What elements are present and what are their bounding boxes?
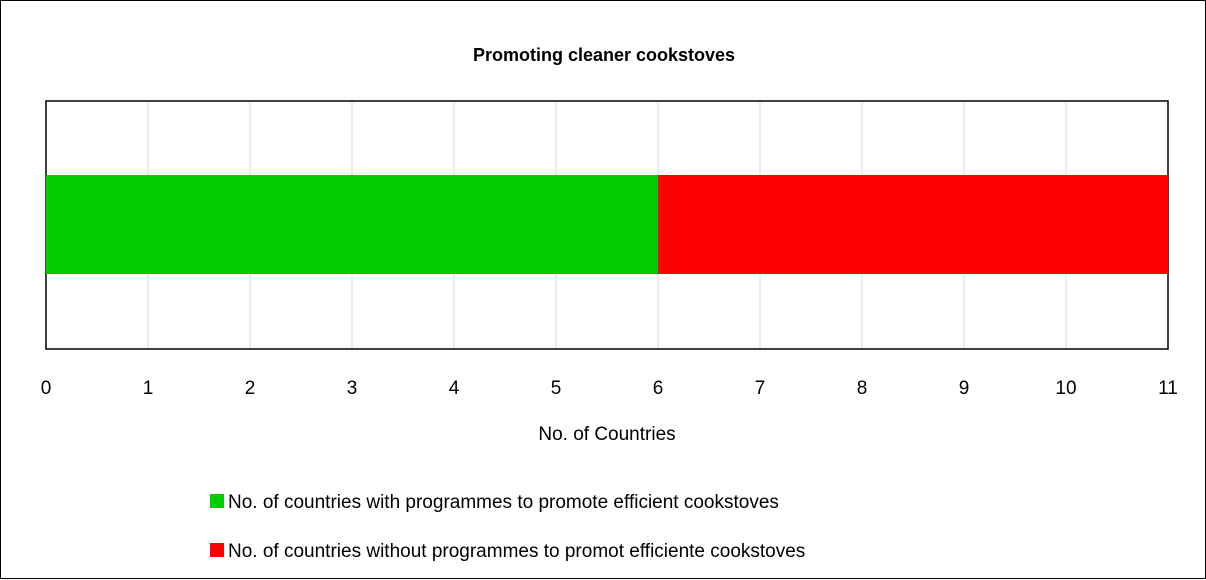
x-tick-labels: 0 1 2 3 4 5 6 7 8 9 10 11 — [41, 378, 1178, 399]
bar-segment-2 — [658, 175, 1168, 274]
x-tick-label: 9 — [959, 378, 970, 399]
x-tick-label: 0 — [41, 378, 52, 399]
x-tick-label: 1 — [143, 378, 154, 399]
x-tick-label: 7 — [755, 378, 766, 399]
bar-segment-1 — [46, 175, 658, 274]
x-tick-label: 3 — [347, 378, 358, 399]
x-tick-label: 11 — [1158, 378, 1178, 399]
legend-swatch-1 — [210, 494, 224, 508]
x-tick-label: 4 — [449, 378, 460, 399]
legend-swatch-2 — [210, 543, 224, 557]
legend-label-2: No. of countries without programmes to p… — [228, 541, 805, 562]
x-tick-label: 2 — [245, 378, 256, 399]
x-axis-label: No. of Countries — [538, 424, 675, 445]
legend: No. of countries with programmes to prom… — [210, 492, 805, 562]
x-tick-label: 5 — [551, 378, 562, 399]
x-tick-label: 10 — [1055, 378, 1076, 399]
x-tick-label: 8 — [857, 378, 868, 399]
legend-label-1: No. of countries with programmes to prom… — [228, 492, 779, 513]
chart-title: Promoting cleaner cookstoves — [473, 45, 735, 65]
x-tick-label: 6 — [653, 378, 664, 399]
bars — [46, 175, 1168, 274]
